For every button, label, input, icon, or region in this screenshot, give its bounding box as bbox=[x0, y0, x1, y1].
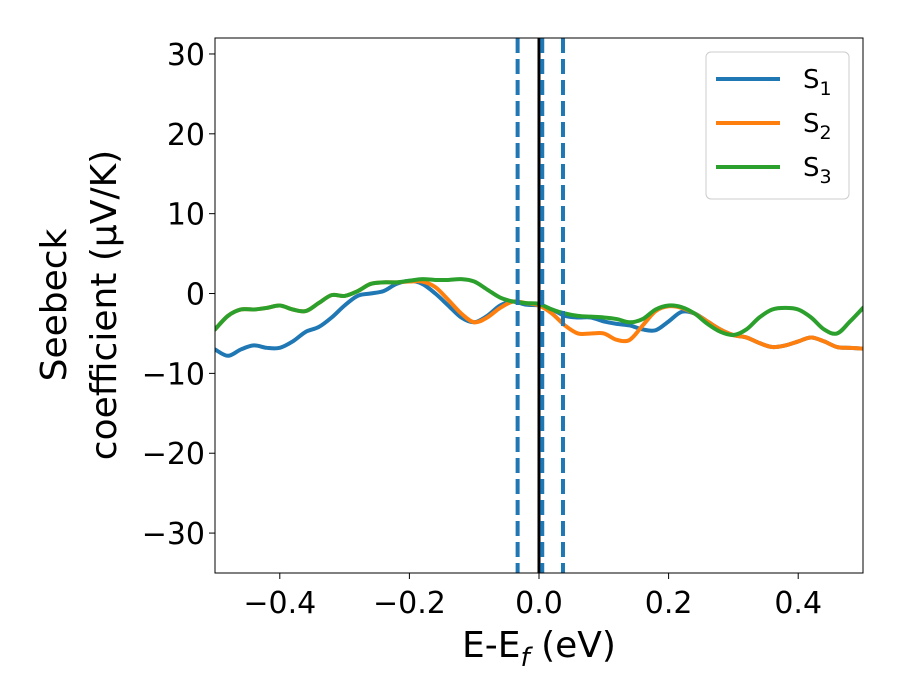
legend-label-s2: S2 bbox=[803, 109, 832, 144]
y-axis-ticks: 30 20 10 0 −10 −20 −30 bbox=[142, 38, 215, 552]
x-axis-label: E-Ef (eV) bbox=[462, 625, 616, 673]
legend: S1 S2 S3 bbox=[705, 51, 850, 200]
x-tick-label: 0.0 bbox=[515, 586, 563, 621]
y-tick-label: 0 bbox=[186, 278, 205, 313]
x-tick-label: −0.2 bbox=[373, 586, 446, 621]
y-tick-label: −20 bbox=[142, 437, 205, 472]
x-tick-label: 0.2 bbox=[645, 586, 693, 621]
y-tick-label: 30 bbox=[167, 38, 205, 73]
x-tick-label: −0.4 bbox=[243, 586, 316, 621]
x-tick-label: 0.4 bbox=[774, 586, 822, 621]
y-tick-label: −30 bbox=[142, 517, 205, 552]
x-axis-ticks: −0.4 −0.2 0.0 0.2 0.4 bbox=[243, 573, 822, 621]
y-axis-label: Seebeck coefficient (μV/K) bbox=[34, 150, 125, 460]
legend-label-s1: S1 bbox=[803, 65, 832, 100]
y-tick-label: 20 bbox=[167, 118, 205, 153]
legend-label-s3: S3 bbox=[803, 153, 832, 188]
legend-box bbox=[705, 51, 850, 200]
y-tick-label: 10 bbox=[167, 198, 205, 233]
y-axis-label-line2: coefficient (μV/K) bbox=[84, 150, 125, 460]
reference-lines bbox=[515, 38, 565, 573]
y-axis-label-line1: Seebeck bbox=[34, 228, 75, 381]
y-tick-label: −10 bbox=[142, 357, 205, 392]
